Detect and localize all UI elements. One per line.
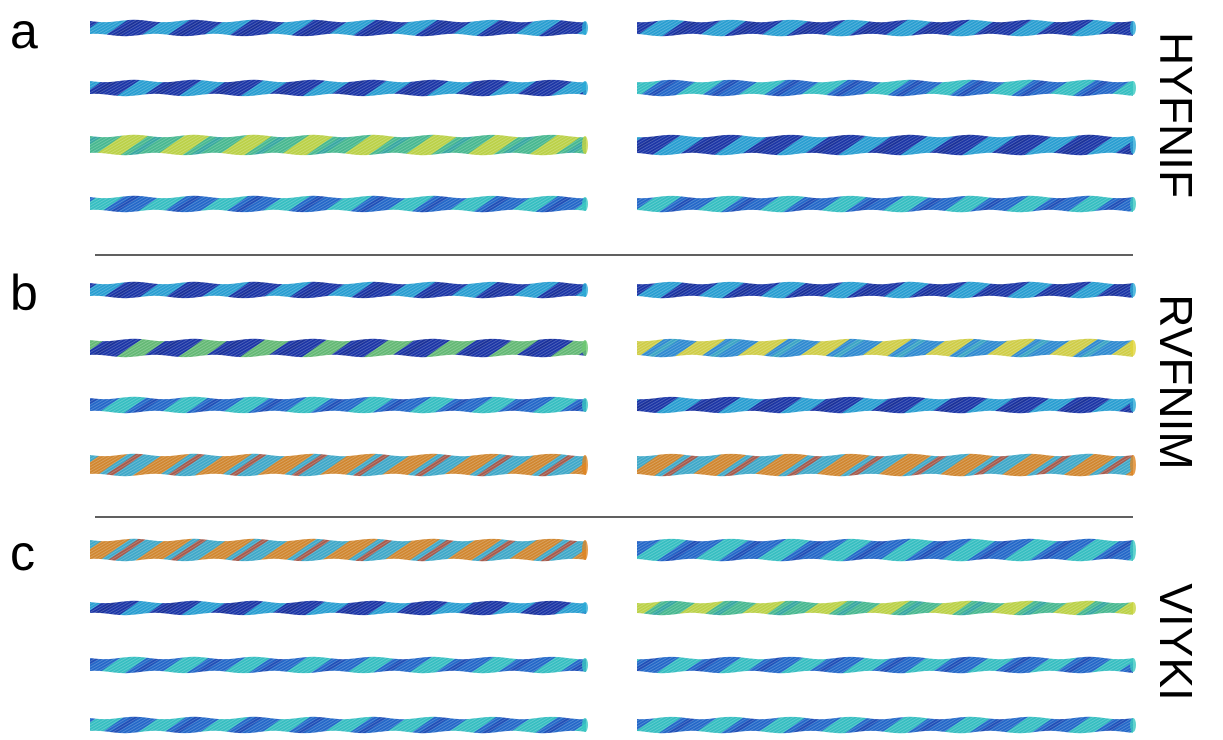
fibril	[637, 196, 1136, 212]
fibril	[637, 454, 1136, 476]
panel-label: a	[10, 3, 38, 59]
fibril	[637, 282, 1136, 298]
fibril	[637, 339, 1136, 357]
fibril	[90, 397, 588, 413]
fibril	[637, 601, 1136, 615]
fibril	[90, 282, 588, 298]
fibril	[90, 601, 588, 615]
fibril	[90, 80, 588, 96]
fibril	[637, 135, 1136, 155]
fibril	[637, 657, 1136, 673]
panel-label: b	[10, 265, 38, 321]
sequence-label: VIYKI	[1150, 583, 1202, 701]
fibril	[90, 539, 588, 561]
sequence-label: HYFNIF	[1150, 32, 1202, 198]
figure: a b c HYFNIF RVFNIM VIYKI	[0, 0, 1223, 740]
fibril	[90, 135, 588, 155]
fibril	[637, 717, 1136, 733]
fibril	[90, 339, 588, 357]
fibril	[90, 717, 588, 733]
fibril	[90, 196, 588, 212]
fibril	[637, 539, 1136, 561]
fibril	[637, 20, 1136, 36]
fibril	[90, 657, 588, 673]
panel-label: c	[10, 525, 35, 581]
fibril	[90, 20, 588, 36]
fibril	[90, 454, 588, 476]
fibril	[637, 80, 1136, 96]
sequence-label: RVFNIM	[1150, 294, 1202, 470]
fibril	[637, 397, 1136, 413]
